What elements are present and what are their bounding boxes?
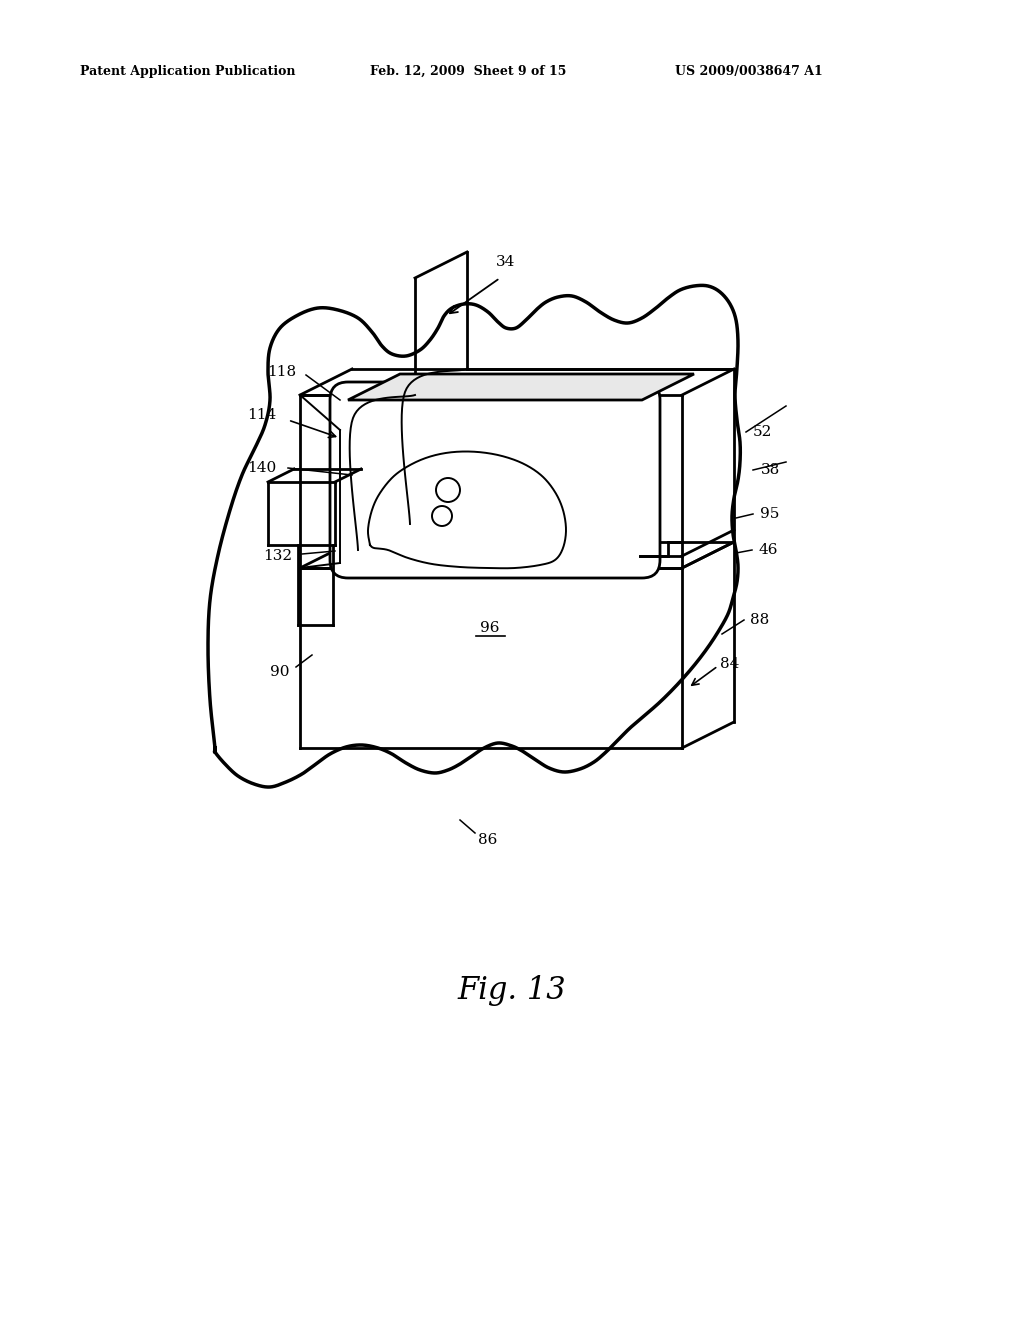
Text: 114: 114 — [248, 408, 276, 422]
Text: 34: 34 — [497, 255, 516, 269]
Text: 38: 38 — [761, 463, 779, 477]
Text: Patent Application Publication: Patent Application Publication — [80, 65, 296, 78]
Text: 84: 84 — [720, 657, 739, 671]
Text: 118: 118 — [267, 366, 297, 379]
Text: US 2009/0038647 A1: US 2009/0038647 A1 — [675, 65, 822, 78]
Text: 46: 46 — [758, 543, 778, 557]
FancyBboxPatch shape — [330, 381, 660, 578]
Text: 132: 132 — [263, 549, 293, 564]
Text: 140: 140 — [248, 461, 276, 475]
Polygon shape — [348, 374, 694, 400]
Text: 88: 88 — [751, 612, 770, 627]
Text: 52: 52 — [753, 425, 772, 440]
Text: 86: 86 — [478, 833, 498, 847]
Text: 90: 90 — [270, 665, 290, 678]
Text: 95: 95 — [760, 507, 779, 521]
Text: 96: 96 — [480, 620, 500, 635]
Text: Fig. 13: Fig. 13 — [458, 975, 566, 1006]
Text: Feb. 12, 2009  Sheet 9 of 15: Feb. 12, 2009 Sheet 9 of 15 — [370, 65, 566, 78]
